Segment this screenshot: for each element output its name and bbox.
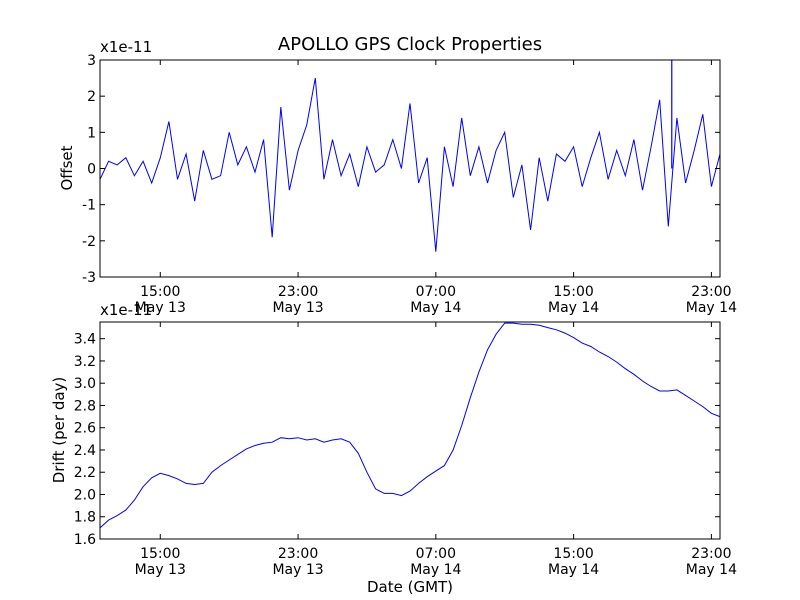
offset-x-tick-time: 23:00 [691,284,731,300]
offset-x-tick-date: May 14 [686,300,737,316]
drift-y-tick-label: 3.2 [74,354,96,370]
drift-y-tick-label: 2.8 [74,398,96,414]
drift-y-tick-label: 3.0 [74,376,96,392]
offset-x-tick-time: 15:00 [140,284,180,300]
drift-panel: 1.61.82.02.22.42.62.83.03.23.4 15:00May … [50,301,737,596]
drift-y-tick-label: 1.6 [74,532,96,548]
offset-y-tick-label: 0 [87,162,96,178]
offset-x-tick-time: 23:00 [278,284,318,300]
offset-y-tick-label: -1 [82,198,96,214]
figure-title: APOLLO GPS Clock Properties [278,34,542,55]
offset-y-tick-label: -2 [82,234,96,250]
drift-x-tick-date: May 14 [686,562,737,578]
drift-x-tick-time: 15:00 [553,546,593,562]
drift-x-tick-date: May 13 [135,562,186,578]
drift-y-label: Drift (per day) [50,377,68,484]
offset-y-label: Offset [58,145,76,190]
drift-series-line [99,322,721,529]
drift-y-tick-label: 2.6 [74,421,96,437]
offset-y-tick-label: 3 [87,53,96,69]
drift-x-label: Date (GMT) [367,578,453,596]
offset-x-tick-time: 15:00 [553,284,593,300]
drift-y-tick-label: 2.4 [74,443,96,459]
drift-y-tick-label: 2.0 [74,487,96,503]
drift-x-tick-date: May 14 [548,562,599,578]
offset-series-line [99,78,721,252]
offset-y-tick-label: 2 [87,89,96,105]
drift-y-tick-label: 3.4 [74,332,96,348]
drift-x-tick-time: 15:00 [140,546,180,562]
offset-y-axis: -3 -2 -1 0 1 2 3 [82,53,720,286]
drift-x-tick-time: 23:00 [691,546,731,562]
drift-y-axis: 1.6 1.8 2.0 2.2 2.4 2.6 2.8 3.0 3.2 3.4 [74,332,720,548]
offset-x-tick-date: May 14 [410,300,461,316]
drift-y-tick-label: 2.2 [74,465,96,481]
offset-x-tick-date: May 13 [135,300,186,316]
offset-x-tick-date: May 14 [548,300,599,316]
offset-y-tick-label: -3 [82,270,96,286]
drift-x-tick-time: 07:00 [416,546,456,562]
offset-scale-label: x1e-11 [100,38,152,56]
offset-y-tick-label: 1 [87,125,96,141]
offset-x-tick-time: 07:00 [416,284,456,300]
drift-x-tick-date: May 14 [410,562,461,578]
drift-x-tick-time: 23:00 [278,546,318,562]
drift-x-tick-date: May 13 [272,562,323,578]
offset-x-tick-date: May 13 [272,300,323,316]
drift-plot-frame [99,321,721,540]
drift-scale-label: x1e-11 [100,301,152,319]
drift-y-tick-label: 1.8 [74,510,96,526]
